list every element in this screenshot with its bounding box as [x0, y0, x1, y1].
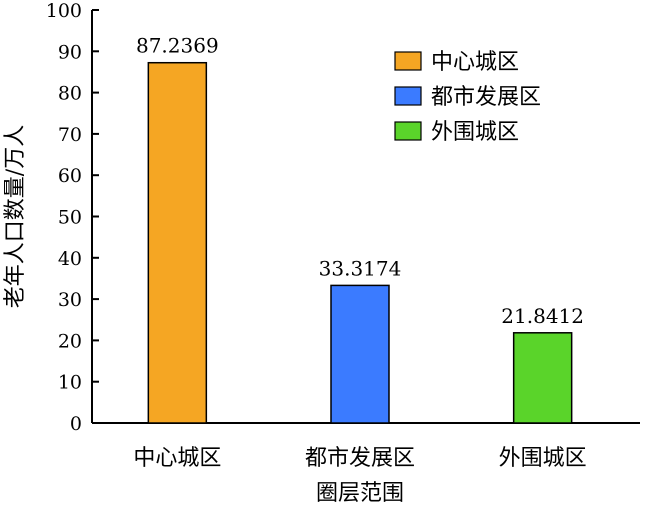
x-tick-label: 都市发展区	[305, 446, 415, 471]
y-axis: 0 10 20 30 40 50 60 70 80 90 100	[46, 0, 99, 435]
y-tick-label: 10	[58, 372, 82, 394]
legend-label: 都市发展区	[431, 85, 541, 110]
y-tick-label: 50	[58, 207, 82, 229]
y-tick-label: 70	[58, 124, 82, 146]
legend-swatch	[394, 86, 422, 106]
bar	[512, 332, 573, 424]
x-tick-label: 外围城区	[499, 446, 587, 471]
legend-label: 中心城区	[431, 50, 519, 75]
bar	[330, 284, 390, 424]
y-tick-label: 40	[58, 248, 82, 270]
y-tick-label: 80	[58, 83, 82, 105]
bars: 87.2369 33.3174 21.8412	[136, 34, 584, 424]
data-label: 33.3174	[319, 256, 402, 280]
data-label: 87.2369	[136, 34, 219, 58]
x-axis: 中心城区 都市发展区 外围城区	[92, 417, 640, 471]
y-axis-title: 老年人口数量/万人	[3, 125, 28, 308]
legend-swatch	[394, 51, 422, 71]
y-tick-label: 0	[70, 413, 82, 435]
y-tick-label: 90	[58, 41, 82, 63]
x-axis-title: 圈层范围	[316, 481, 404, 506]
y-tick-label: 100	[46, 0, 82, 22]
x-tick-label: 中心城区	[133, 446, 221, 471]
legend-swatch	[394, 121, 422, 141]
bar	[147, 61, 208, 424]
data-label: 21.8412	[501, 304, 584, 328]
y-tick-label: 20	[58, 330, 82, 352]
legend-label: 外围城区	[431, 120, 519, 145]
y-tick-label: 30	[58, 289, 82, 311]
y-tick-label: 60	[58, 165, 82, 187]
